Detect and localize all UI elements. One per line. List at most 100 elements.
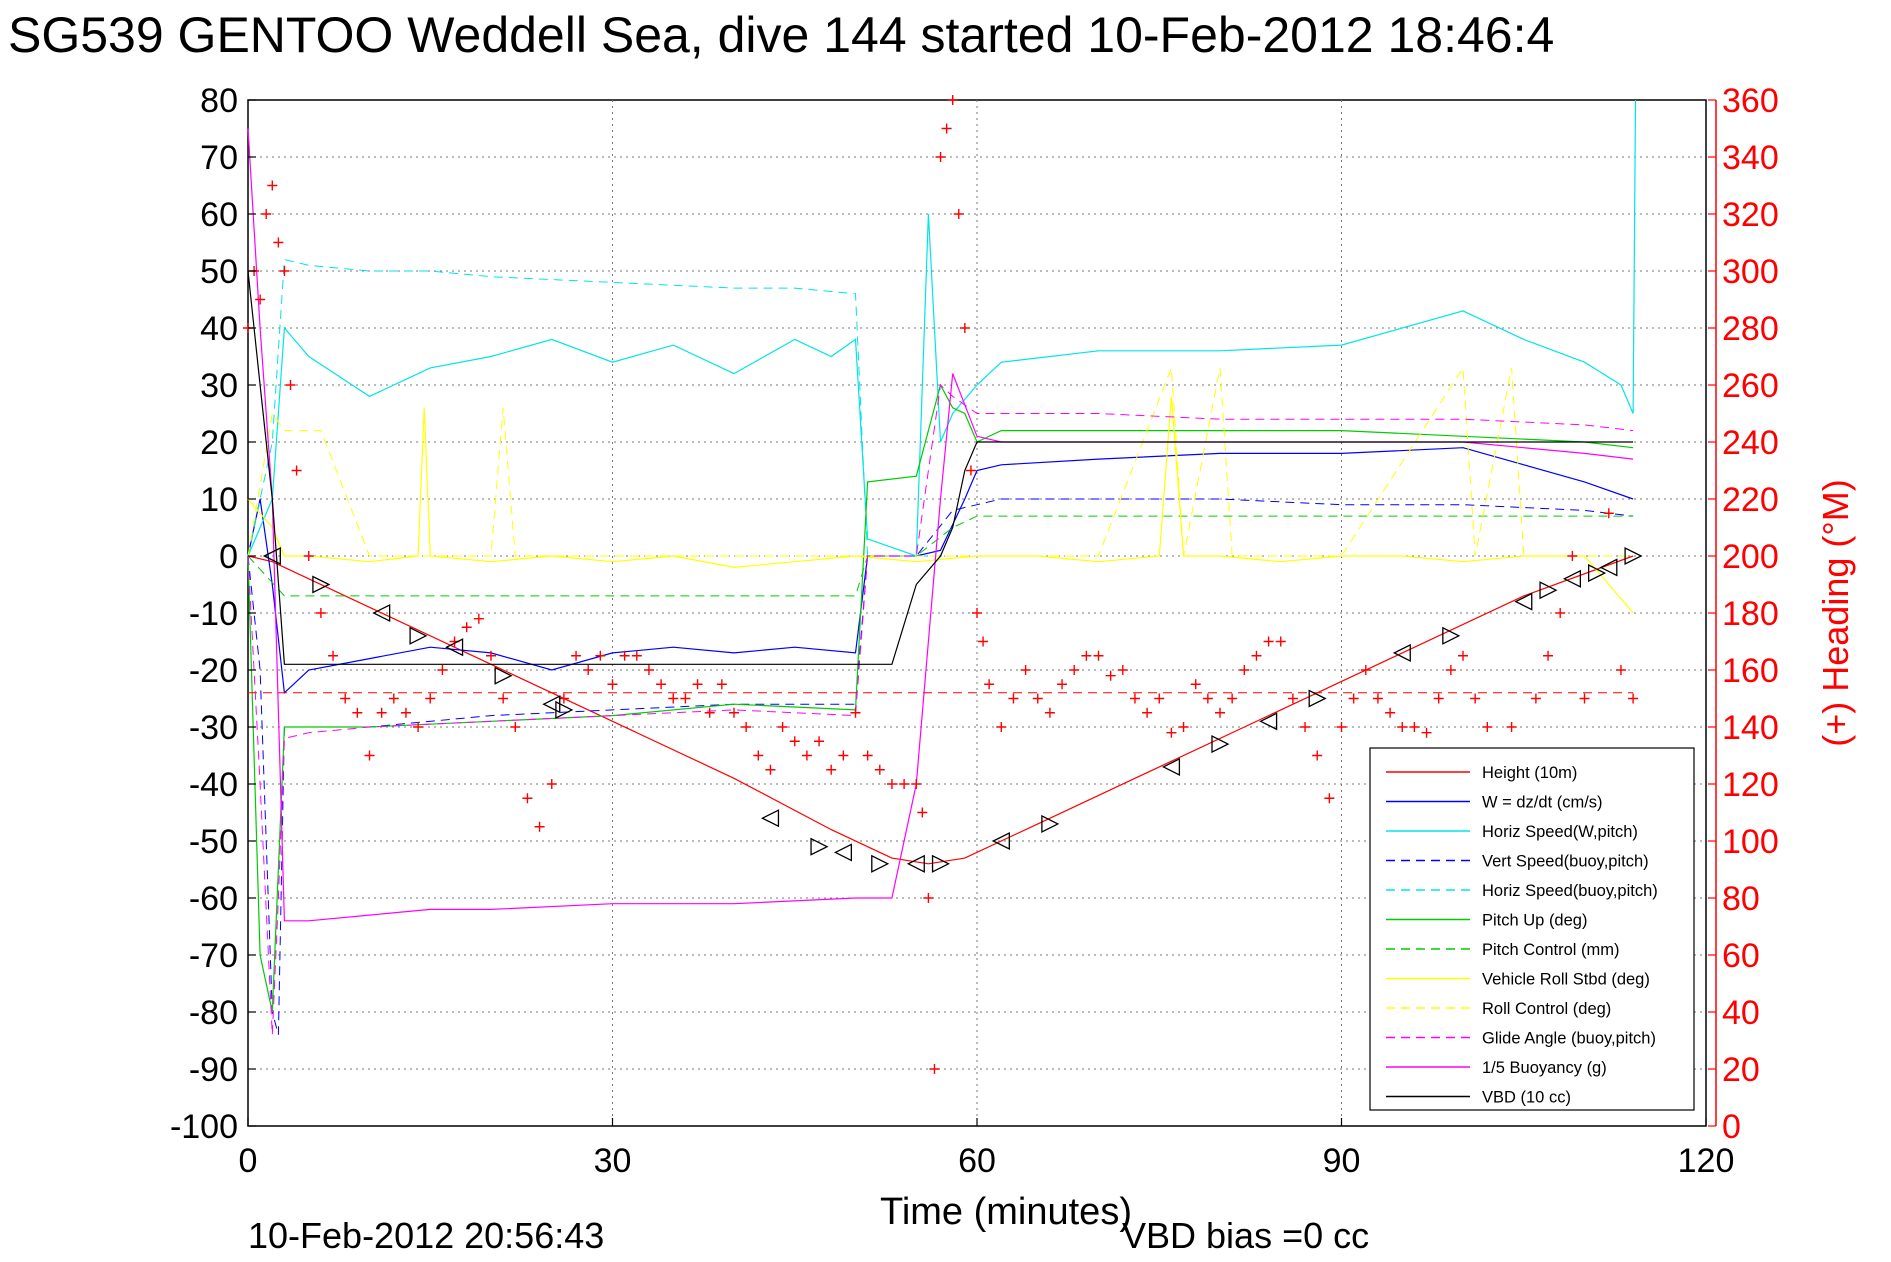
heading-point — [1458, 650, 1468, 661]
heading-point — [947, 95, 958, 105]
chart-title: SG539 GENTOO Weddell Sea, dive 144 start… — [8, 7, 1554, 63]
y-tick-label: -30 — [189, 709, 238, 747]
legend-label: Vehicle Roll Stbd (deg) — [1482, 971, 1650, 989]
heading-point — [1129, 693, 1140, 704]
heading-point — [1445, 665, 1456, 675]
triangle-marker — [1588, 564, 1607, 583]
y-tick-label: -80 — [189, 994, 238, 1032]
heading-point — [1008, 693, 1019, 704]
heading-point — [935, 152, 946, 162]
heading-point — [996, 722, 1007, 732]
heading-point — [716, 679, 727, 690]
heading-point — [413, 722, 424, 732]
series-roll_stbd — [247, 396, 1634, 614]
series-w — [247, 447, 1634, 695]
heading-point — [376, 707, 387, 718]
y-tick-label: -20 — [189, 652, 238, 690]
legend-label: W = dz/dt (cm/s) — [1482, 794, 1603, 812]
triangle-marker — [810, 837, 829, 856]
heading-point — [692, 679, 703, 690]
x-axis-label: Time (minutes) — [880, 1191, 1132, 1233]
heading-point — [388, 693, 399, 704]
heading-point — [352, 707, 363, 718]
right-y-tick-label: 160 — [1722, 652, 1779, 690]
legend-label: Glide Angle (buoy,pitch) — [1482, 1030, 1656, 1048]
legend-label: Pitch Control (mm) — [1482, 941, 1620, 959]
heading-point — [473, 613, 484, 624]
triangle-markers — [262, 546, 1643, 873]
right-y-tick-label: 320 — [1722, 196, 1779, 234]
heading-point — [729, 707, 739, 718]
series-layer — [247, 99, 1637, 1035]
right-axis-label: (+) Heading (°M) — [1815, 479, 1856, 746]
series-horiz_buoy — [247, 258, 953, 557]
series-vert_buoy — [247, 498, 1634, 1035]
y-tick-label: 0 — [219, 538, 238, 576]
heading-point — [826, 764, 837, 775]
heading-point — [1555, 608, 1566, 618]
heading-point — [1336, 722, 1347, 732]
triangle-marker — [1041, 814, 1060, 833]
triangle-marker — [833, 843, 852, 862]
heading-point — [959, 323, 970, 333]
heading-point — [953, 209, 964, 219]
right-y-tick-label: 360 — [1722, 82, 1779, 120]
heading-point — [965, 465, 976, 476]
triangle-marker — [262, 546, 281, 566]
legend-label: VBD (10 cc) — [1482, 1089, 1571, 1107]
footer-date: 10-Feb-2012 20:56:43 — [248, 1215, 604, 1256]
axes: 0 30 60 90 12080706050403020100-10-20-30-40-… — [170, 82, 1779, 1180]
heading-point — [1433, 693, 1444, 704]
y-tick-label: -40 — [189, 766, 238, 804]
heading-point — [1567, 551, 1578, 561]
heading-point — [1287, 693, 1298, 704]
heading-point — [571, 650, 582, 661]
heading-point — [765, 764, 776, 775]
right-y-tick-label: 260 — [1722, 367, 1779, 405]
right-y-tick-label: 300 — [1722, 253, 1779, 291]
heading-point — [340, 693, 351, 704]
heading-point — [1421, 727, 1432, 738]
heading-point — [668, 693, 679, 704]
triangle-marker — [409, 626, 428, 645]
heading-point — [1312, 750, 1323, 761]
y-tick-label: -100 — [170, 1108, 238, 1146]
heading-point — [1470, 693, 1481, 704]
y-tick-label: 80 — [200, 82, 238, 120]
heading-points — [243, 95, 1639, 1074]
y-tick-label: 70 — [200, 139, 238, 177]
heading-point — [753, 750, 764, 761]
legend-label: Horiz Speed(buoy,pitch) — [1482, 882, 1658, 900]
triangle-marker — [372, 603, 391, 623]
triangle-marker — [1308, 689, 1327, 708]
heading-point — [1628, 693, 1639, 704]
heading-point — [303, 551, 314, 561]
heading-point — [1275, 636, 1286, 647]
heading-point — [619, 650, 630, 661]
heading-point — [1324, 793, 1335, 804]
heading-point — [315, 608, 326, 618]
series-height — [247, 555, 1634, 865]
heading-point — [1239, 665, 1250, 675]
heading-point — [1506, 722, 1517, 732]
heading-point — [510, 722, 521, 732]
legend-label: Roll Control (deg) — [1482, 1000, 1611, 1018]
y-tick-label: 40 — [200, 310, 238, 348]
heading-point — [1105, 670, 1116, 681]
heading-point — [1397, 722, 1408, 732]
right-y-tick-label: 120 — [1722, 766, 1779, 804]
series-vbd — [247, 270, 1634, 665]
heading-point — [1543, 650, 1554, 661]
heading-point — [1190, 679, 1201, 690]
heading-point — [850, 707, 861, 718]
triangle-marker — [1624, 546, 1643, 566]
series-glide_angle — [247, 383, 1634, 1035]
heading-point — [801, 750, 812, 761]
right-y-tick-label: 340 — [1722, 139, 1779, 177]
heading-point — [631, 650, 642, 661]
series-pitch_up — [247, 383, 1634, 1013]
y-tick-label: 60 — [200, 196, 238, 234]
y-tick-label: 20 — [200, 424, 238, 462]
series-pitch_control — [247, 515, 1634, 597]
heading-point — [1263, 636, 1274, 647]
